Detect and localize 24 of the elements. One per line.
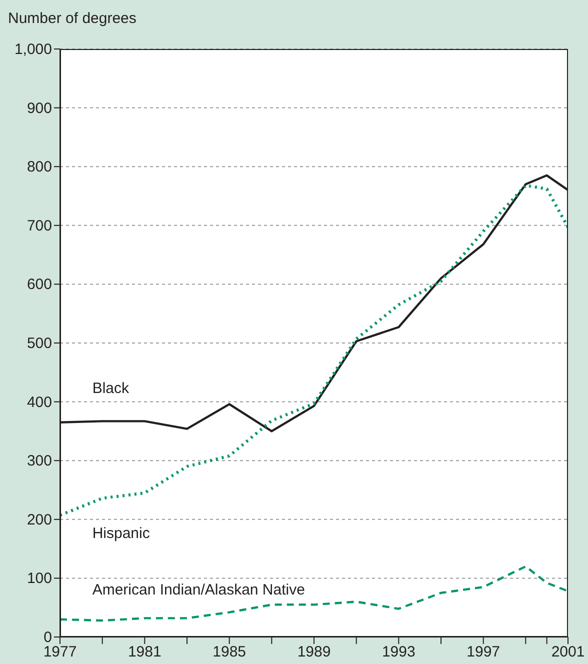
y-tick-label: 500 <box>26 335 52 352</box>
y-tick-label: 0 <box>44 629 52 646</box>
series-label: Black <box>92 380 130 398</box>
y-tick-label: 200 <box>26 511 52 528</box>
x-tick-label: 1997 <box>466 644 500 661</box>
y-tick-label: 100 <box>26 570 52 588</box>
x-tick-label: 2001 <box>551 644 585 661</box>
line-series <box>60 184 568 517</box>
y-axis-title: Number of degrees <box>8 10 136 27</box>
y-tick-label: 400 <box>26 394 52 411</box>
x-tick-label: 1985 <box>212 644 246 661</box>
y-tick-label: 700 <box>26 217 52 234</box>
series-label: Hispanic <box>92 525 150 542</box>
y-tick-label: 1,000 <box>14 41 52 58</box>
y-tick-label: 800 <box>26 158 52 176</box>
x-tick-label: 1977 <box>43 644 77 661</box>
series-label: American Indian/Alaskan Native <box>92 582 305 599</box>
x-tick-label: 1981 <box>128 644 162 661</box>
x-tick-label: 1989 <box>297 644 331 661</box>
y-tick-label: 300 <box>26 452 52 470</box>
line-series <box>60 565 568 622</box>
x-tick-label: 1993 <box>382 644 416 661</box>
y-tick-label: 600 <box>26 276 52 294</box>
y-tick-label: 900 <box>26 100 52 117</box>
